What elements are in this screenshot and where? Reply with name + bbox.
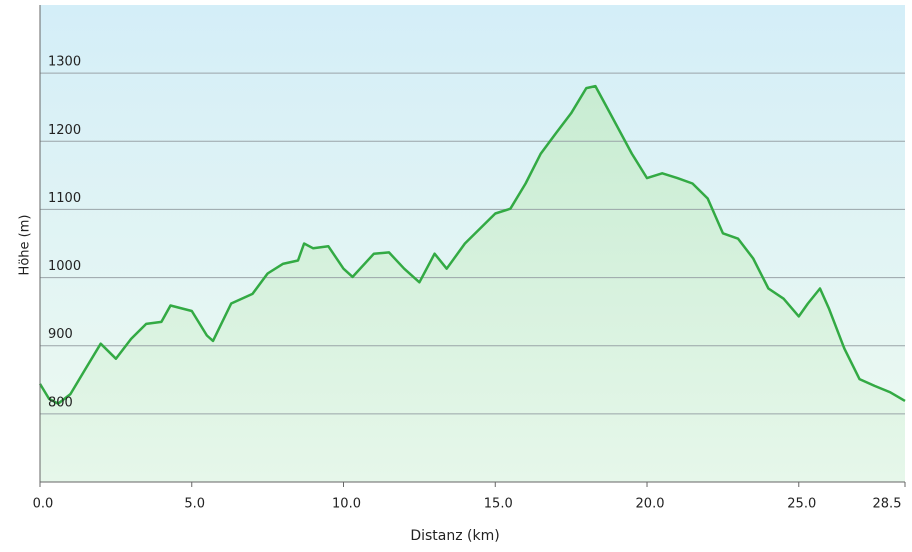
area-fill: [40, 86, 905, 482]
y-tick-label: 1000: [48, 259, 81, 274]
elevation-line: [38, 84, 906, 405]
x-tick-label: 5.0: [184, 497, 205, 512]
y-axis-label: Höhe (m): [18, 215, 33, 276]
y-tick-label: 1100: [48, 191, 81, 206]
y-tick-label: 900: [48, 327, 73, 342]
y-tick-label: 800: [48, 395, 73, 410]
x-tick-label: 10.0: [332, 497, 361, 512]
x-tick-label: 28.5: [873, 497, 902, 512]
x-axis-label: Distanz (km): [410, 528, 499, 544]
y-tick-label: 1200: [48, 123, 81, 138]
x-tick-label: 20.0: [636, 497, 665, 512]
y-tick-label: 1300: [48, 55, 81, 70]
x-tick-label: 25.0: [787, 497, 816, 512]
x-tick-label: 15.0: [484, 497, 513, 512]
x-tick-label: 0.0: [33, 497, 54, 512]
